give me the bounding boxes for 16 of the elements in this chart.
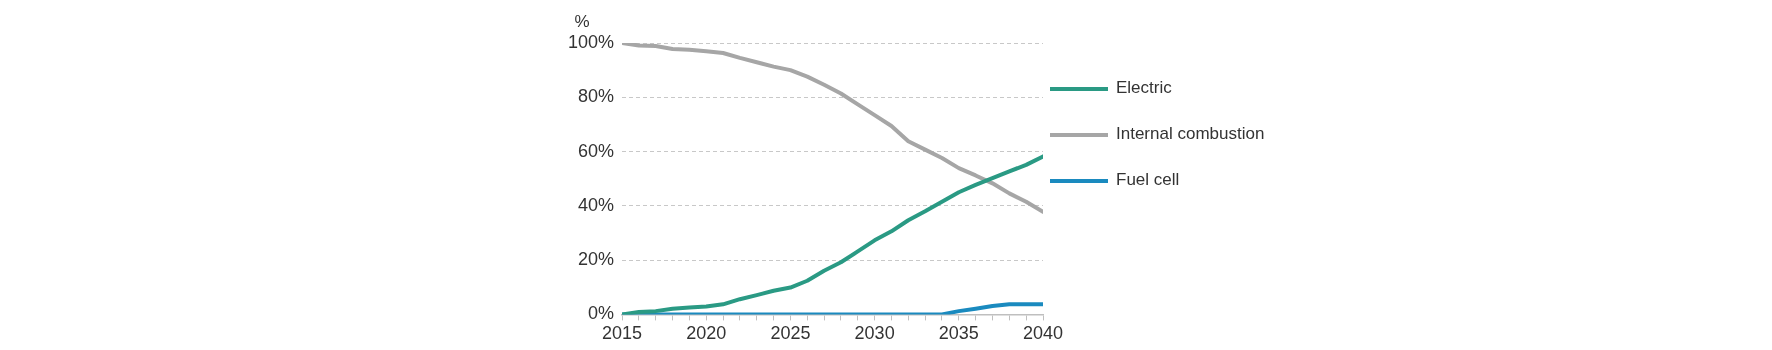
x-tick-label: 2030 (854, 323, 895, 344)
x-tick-label: 2020 (686, 323, 727, 344)
x-tick-label: 2035 (938, 323, 979, 344)
y-axis-title: % (574, 12, 590, 32)
x-tick-label: 2015 (602, 323, 643, 344)
y-tick-label: 40% (578, 194, 615, 215)
y-tick-label: 60% (578, 140, 615, 161)
y-tick-label: 80% (578, 86, 615, 107)
legend-label: Internal combustion (1116, 124, 1266, 144)
y-tick-label: 0% (588, 303, 615, 324)
y-tick-label: 100% (567, 31, 615, 52)
legend-label: Electric (1116, 78, 1173, 98)
x-tick-label: 2025 (770, 323, 811, 344)
y-tick-label: 20% (578, 249, 615, 270)
legend-label: Fuel cell (1116, 170, 1181, 190)
x-tick-label: 2040 (1022, 323, 1064, 344)
